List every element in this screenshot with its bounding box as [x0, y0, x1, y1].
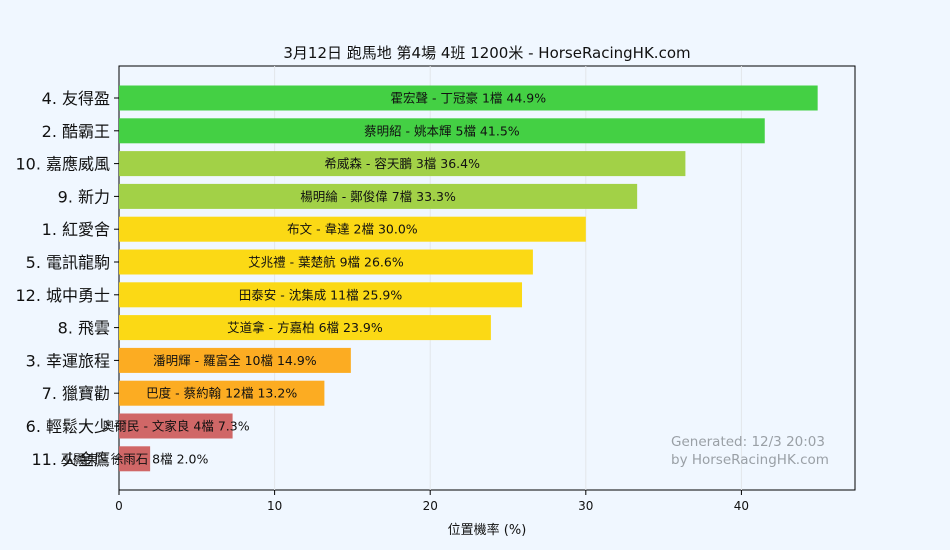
bar-label: 巴度 - 蔡約翰 12檔 13.2% [146, 386, 297, 401]
category-label: 3. 幸運旅程 [26, 351, 110, 370]
bar-label: 希威森 - 容天鵬 3檔 36.4% [324, 156, 480, 171]
bar [119, 249, 533, 275]
bar-label: 巫顯東 - 徐雨石 8檔 2.0% [61, 451, 209, 466]
bar [119, 315, 491, 341]
category-label: 6. 輕鬆大少 [26, 417, 110, 436]
category-label: 5. 電訊龍駒 [26, 253, 110, 272]
bar [119, 151, 686, 177]
chart-title: 3月12日 跑馬地 第4場 4班 1200米 - HorseRacingHK.c… [283, 44, 690, 62]
x-axis-title: 位置機率 (%) [448, 522, 527, 538]
x-ticks: 0 10 20 30 40 [115, 490, 749, 513]
bar-label: 奧爾民 - 文家良 4檔 7.3% [102, 419, 250, 434]
bar-label: 楊明綸 - 鄭俊偉 7檔 33.3% [300, 189, 456, 204]
watermark-site: by HorseRacingHK.com [671, 452, 829, 468]
category-label: 10. 嘉應威風 [15, 155, 110, 174]
x-tick-label: 30 [578, 499, 593, 513]
bar [119, 216, 586, 242]
category-label: 4. 友得盈 [42, 89, 110, 108]
category-label: 9. 新力 [58, 187, 110, 206]
bar [119, 118, 765, 144]
category-label: 7. 獵寶勸 [42, 384, 110, 403]
bar-label: 蔡明紹 - 姚本輝 5檔 41.5% [364, 123, 520, 138]
x-tick-label: 20 [423, 499, 438, 513]
bar [119, 413, 233, 439]
bar-label: 艾道拿 - 方嘉柏 6檔 23.9% [227, 320, 383, 335]
x-tick-label: 0 [115, 499, 123, 513]
bar-label: 艾兆禮 - 葉楚航 9檔 26.6% [248, 255, 404, 270]
x-tick-label: 40 [734, 499, 749, 513]
bar-label: 潘明輝 - 羅富全 10檔 14.9% [153, 353, 317, 368]
x-tick-label: 10 [267, 499, 282, 513]
y-tick-labels: 4. 友得盈 2. 酷霸王 10. 嘉應威風 9. 新力 1. 紅愛舍 5. 電訊龍駒 12… [15, 89, 119, 469]
category-label: 1. 紅愛舍 [42, 220, 110, 239]
category-label: 2. 酷霸王 [42, 122, 110, 141]
category-label: 11. 火金鷹 [31, 450, 110, 469]
bar [119, 380, 325, 406]
bar [119, 347, 351, 373]
bar-label: 布文 - 韋達 2檔 30.0% [287, 222, 418, 237]
watermark-generated: Generated: 12/3 20:03 [671, 434, 825, 450]
bar [119, 183, 638, 209]
bars-group: 霍宏聲 - 丁冠豪 1檔 44.9% 蔡明紹 - 姚本輝 5檔 41.5% 希威森 … [61, 85, 818, 472]
bar-label: 田泰安 - 沈集成 11檔 25.9% [239, 287, 403, 302]
category-label: 8. 飛雲 [58, 319, 110, 338]
bar [119, 446, 151, 472]
bar-label: 霍宏聲 - 丁冠豪 1檔 44.9% [391, 91, 547, 106]
category-label: 12. 城中勇士 [15, 286, 110, 305]
bar [119, 282, 523, 308]
bar [119, 85, 818, 111]
